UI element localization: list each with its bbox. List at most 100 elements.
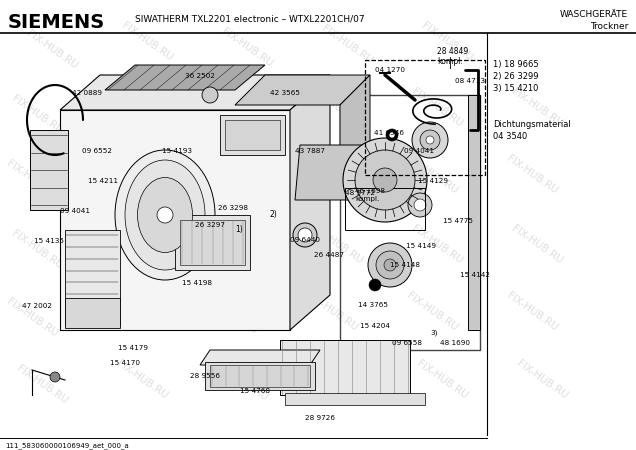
- Text: 48 1690: 48 1690: [440, 340, 470, 346]
- Text: 28 4849: 28 4849: [437, 47, 468, 56]
- Text: FIX-HUB.RU: FIX-HUB.RU: [510, 224, 565, 266]
- Polygon shape: [295, 145, 375, 200]
- Text: FIX-HUB.RU: FIX-HUB.RU: [25, 29, 80, 71]
- Text: 2) 26 3299: 2) 26 3299: [493, 72, 539, 81]
- Text: FIX-HUB.RU: FIX-HUB.RU: [310, 224, 364, 266]
- Ellipse shape: [125, 160, 205, 270]
- Text: 46 1698
kompl.: 46 1698 kompl.: [355, 188, 385, 202]
- Ellipse shape: [115, 150, 215, 280]
- Text: FIX-HUB.RU: FIX-HUB.RU: [515, 359, 570, 401]
- Text: 42 0889: 42 0889: [72, 90, 102, 96]
- Text: 15 4142: 15 4142: [460, 272, 490, 278]
- Bar: [220, 115, 285, 155]
- Text: 15 4198: 15 4198: [182, 280, 212, 286]
- Text: FIX-HUB.RU: FIX-HUB.RU: [405, 291, 460, 333]
- Text: FIX-HUB.RU: FIX-HUB.RU: [320, 24, 375, 66]
- Polygon shape: [235, 75, 370, 105]
- Text: 15 4193: 15 4193: [162, 148, 192, 154]
- Text: 42 3565: 42 3565: [270, 90, 300, 96]
- Text: FIX-HUB.RU: FIX-HUB.RU: [220, 27, 275, 69]
- Text: 09 4041: 09 4041: [60, 208, 90, 214]
- Text: 09 6440: 09 6440: [290, 237, 320, 243]
- Text: 04 1270: 04 1270: [375, 67, 405, 73]
- Circle shape: [376, 251, 404, 279]
- Circle shape: [157, 207, 173, 223]
- Bar: [365, 60, 485, 175]
- Text: FIX-HUB.RU: FIX-HUB.RU: [205, 157, 259, 199]
- Text: 47 2002: 47 2002: [22, 303, 52, 309]
- Text: FIX-HUB.RU: FIX-HUB.RU: [5, 297, 60, 339]
- Bar: [180, 220, 245, 265]
- Bar: [205, 362, 315, 390]
- Text: FIX-HUB.RU: FIX-HUB.RU: [5, 159, 60, 201]
- Text: 28 9726: 28 9726: [305, 415, 335, 421]
- Text: 2): 2): [270, 210, 278, 219]
- Text: 15 4129: 15 4129: [418, 178, 448, 184]
- Text: 15 4148: 15 4148: [390, 262, 420, 268]
- Polygon shape: [290, 75, 330, 330]
- Text: FIX-HUB.RU: FIX-HUB.RU: [305, 154, 359, 196]
- Bar: [285, 393, 425, 405]
- Polygon shape: [200, 350, 320, 365]
- Circle shape: [414, 199, 426, 211]
- Text: FIX-HUB.RU: FIX-HUB.RU: [415, 359, 469, 401]
- Circle shape: [384, 259, 396, 271]
- Text: FIX-HUB.RU: FIX-HUB.RU: [305, 291, 359, 333]
- Text: FIX-HUB.RU: FIX-HUB.RU: [510, 87, 565, 129]
- Text: 09 4041: 09 4041: [404, 148, 434, 154]
- Text: FIX-HUB.RU: FIX-HUB.RU: [120, 21, 174, 63]
- Bar: [30, 130, 68, 210]
- Text: 15 4135: 15 4135: [34, 238, 64, 244]
- Text: 15 4211: 15 4211: [88, 178, 118, 184]
- Text: FIX-HUB.RU: FIX-HUB.RU: [315, 359, 370, 401]
- Circle shape: [389, 132, 395, 138]
- Circle shape: [202, 87, 218, 103]
- Text: 15 4149: 15 4149: [406, 243, 436, 249]
- Text: 15 4204: 15 4204: [360, 323, 390, 329]
- Text: 09 6552: 09 6552: [82, 148, 112, 154]
- Text: Dichtungsmaterial: Dichtungsmaterial: [493, 120, 570, 129]
- Text: 36 2502: 36 2502: [185, 73, 215, 79]
- Text: 09 6558: 09 6558: [392, 340, 422, 346]
- Text: FIX-HUB.RU: FIX-HUB.RU: [215, 361, 270, 403]
- Text: FIX-HUB.RU: FIX-HUB.RU: [310, 87, 364, 129]
- Text: FIX-HUB.RU: FIX-HUB.RU: [105, 291, 160, 333]
- Text: FIX-HUB.RU: FIX-HUB.RU: [405, 154, 460, 196]
- Text: FIX-HUB.RU: FIX-HUB.RU: [10, 229, 65, 271]
- Text: 28 9556: 28 9556: [190, 373, 220, 379]
- Polygon shape: [60, 110, 290, 330]
- Text: FIX-HUB.RU: FIX-HUB.RU: [110, 87, 165, 129]
- Bar: [210, 365, 310, 387]
- Circle shape: [355, 150, 415, 210]
- Text: kompl.: kompl.: [437, 57, 463, 66]
- Text: FIX-HUB.RU: FIX-HUB.RU: [410, 224, 464, 266]
- Text: FIX-HUB.RU: FIX-HUB.RU: [505, 154, 560, 196]
- Circle shape: [50, 372, 60, 382]
- Circle shape: [426, 136, 434, 144]
- Circle shape: [373, 168, 397, 192]
- Bar: [280, 340, 410, 395]
- Circle shape: [420, 130, 440, 150]
- Text: FIX-HUB.RU: FIX-HUB.RU: [205, 294, 259, 336]
- Text: SIWATHERM TXL2201 electronic – WTXL2201CH/07: SIWATHERM TXL2201 electronic – WTXL2201C…: [135, 15, 364, 24]
- Ellipse shape: [137, 177, 193, 252]
- Text: FIX-HUB.RU: FIX-HUB.RU: [10, 94, 65, 136]
- Text: FIX-HUB.RU: FIX-HUB.RU: [105, 154, 160, 196]
- Text: 26 3297: 26 3297: [195, 222, 225, 228]
- Text: FIX-HUB.RU: FIX-HUB.RU: [505, 291, 560, 333]
- Polygon shape: [105, 65, 265, 90]
- Text: FIX-HUB.RU: FIX-HUB.RU: [115, 359, 170, 401]
- Circle shape: [412, 122, 448, 158]
- Text: 15 4170: 15 4170: [110, 360, 140, 366]
- Text: 1): 1): [235, 225, 243, 234]
- Text: 14 3765: 14 3765: [358, 302, 388, 308]
- Circle shape: [293, 223, 317, 247]
- Polygon shape: [468, 95, 480, 330]
- Text: 08 4713: 08 4713: [455, 78, 485, 84]
- Circle shape: [408, 193, 432, 217]
- Text: 43 7887: 43 7887: [295, 148, 325, 154]
- Text: 1) 18 9665: 1) 18 9665: [493, 60, 539, 69]
- Text: SIEMENS: SIEMENS: [8, 13, 105, 32]
- Text: FIX-HUB.RU: FIX-HUB.RU: [210, 227, 265, 269]
- Text: 15 4775: 15 4775: [443, 218, 473, 224]
